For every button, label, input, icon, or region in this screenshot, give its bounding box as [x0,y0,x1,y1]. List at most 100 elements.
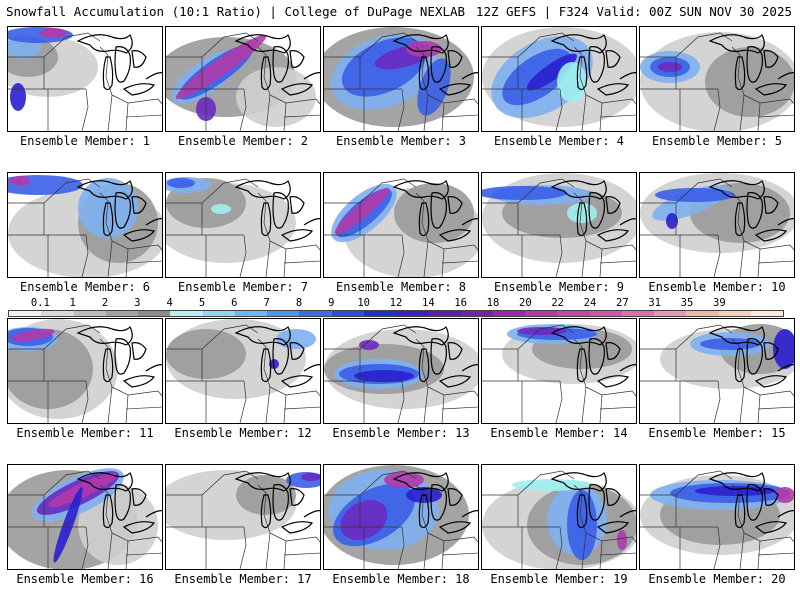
colorbar-swatch [73,311,106,316]
snowfall-map-13 [323,318,479,424]
colorbar-label: 14 [422,297,435,309]
colorbar-swatch [557,311,590,316]
colorbar-swatch [202,311,235,316]
ensemble-member-label: Ensemble Member: 4 [493,134,625,148]
ensemble-member-label: Ensemble Member: 17 [174,572,312,586]
colorbar-label: 10 [357,297,370,309]
snowfall-colorbar: 0.1 1 2 3 4 5 6 7 8 9 10 12 14 16 18 20 22 24 27 31 35 39 [8,297,784,319]
snowfall-map-14 [481,318,637,424]
ensemble-panel-11: Ensemble Member: 11 [7,318,163,446]
ensemble-panel-20: Ensemble Member: 20 [639,464,795,592]
ensemble-panel-17: Ensemble Member: 17 [165,464,321,592]
ensemble-panel-16: Ensemble Member: 16 [7,464,163,592]
ensemble-member-label: Ensemble Member: 10 [648,280,786,294]
ensemble-panel-19: Ensemble Member: 19 [481,464,637,592]
colorbar-swatch [138,311,171,316]
colorbar-swatch [750,311,783,316]
snowfall-map-11 [7,318,163,424]
ensemble-member-label: Ensemble Member: 1 [19,134,151,148]
ensemble-panel-2: Ensemble Member: 2 [165,26,321,154]
model-run-info: 12Z GEFS | F324 Valid: 00Z SUN NOV 30 20… [475,4,792,19]
snowfall-map-2 [165,26,321,132]
colorbar-strip [8,310,784,317]
snowfall-map-3 [323,26,479,132]
ensemble-panel-7: Ensemble Member: 7 [165,172,321,300]
ensemble-member-label: Ensemble Member: 16 [16,572,154,586]
colorbar-swatch [492,311,525,316]
colorbar-swatch [654,311,687,316]
ensemble-member-label: Ensemble Member: 8 [335,280,467,294]
colorbar-label: 0.1 [30,297,50,309]
map-title: Snowfall Accumulation (10:1 Ratio) | Col… [6,4,466,19]
colorbar-swatch [234,311,267,316]
ensemble-panel-15: Ensemble Member: 15 [639,318,795,446]
colorbar-label: 18 [486,297,500,309]
colorbar-swatch [718,311,751,316]
ensemble-panel-14: Ensemble Member: 14 [481,318,637,446]
snowfall-map-9 [481,172,637,278]
colorbar-swatch [621,311,654,316]
ensemble-member-label: Ensemble Member: 7 [177,280,309,294]
ensemble-member-label: Ensemble Member: 3 [335,134,467,148]
colorbar-swatch [9,311,42,316]
ensemble-member-label: Ensemble Member: 6 [19,280,151,294]
snowfall-map-5 [639,26,795,132]
ensemble-panel-10: Ensemble Member: 10 [639,172,795,300]
colorbar-label: 22 [551,297,564,309]
ensemble-panel-9: Ensemble Member: 9 [481,172,637,300]
snowfall-map-4 [481,26,637,132]
ensemble-panel-12: Ensemble Member: 12 [165,318,321,446]
ensemble-panel-3: Ensemble Member: 3 [323,26,479,154]
snowfall-map-7 [165,172,321,278]
ensemble-member-label: Ensemble Member: 14 [490,426,628,440]
colorbar-label: 6 [231,297,238,309]
snowfall-map-12 [165,318,321,424]
colorbar-swatch [363,311,396,316]
colorbar-label: 20 [519,297,532,309]
snowfall-map-18 [323,464,479,570]
ensemble-member-label: Ensemble Member: 15 [648,426,786,440]
ensemble-member-label: Ensemble Member: 20 [648,572,786,586]
ensemble-member-label: Ensemble Member: 13 [332,426,470,440]
colorbar-label: 4 [166,297,173,309]
colorbar-label: 8 [295,297,303,309]
colorbar-label: 5 [198,297,206,309]
colorbar-swatch [331,311,364,316]
colorbar-swatch [525,311,558,316]
ensemble-panel-5: Ensemble Member: 5 [639,26,795,154]
ensemble-member-label: Ensemble Member: 18 [332,572,470,586]
ensemble-member-label: Ensemble Member: 2 [177,134,309,148]
snowfall-map-19 [481,464,637,570]
snowfall-map-10 [639,172,795,278]
colorbar-label: 1 [69,297,76,309]
snowfall-map-16 [7,464,163,570]
ensemble-member-label: Ensemble Member: 19 [490,572,628,586]
colorbar-swatch [299,311,332,316]
colorbar-swatch [686,311,719,316]
colorbar-swatch [428,311,461,316]
ensemble-panel-8: Ensemble Member: 8 [323,172,479,300]
colorbar-swatch [396,311,429,316]
ensemble-member-label: Ensemble Member: 9 [493,280,625,294]
snowfall-map-1 [7,26,163,132]
snowfall-map-6 [7,172,163,278]
snowfall-map-20 [639,464,795,570]
colorbar-label: 31 [648,297,661,309]
ensemble-panel-6: Ensemble Member: 6 [7,172,163,300]
snowfall-map-15 [639,318,795,424]
snowfall-map-8 [323,172,479,278]
colorbar-label: 2 [101,297,109,309]
colorbar-label: 7 [263,297,270,309]
colorbar-label: 3 [134,297,141,309]
ensemble-panel-4: Ensemble Member: 4 [481,26,637,154]
colorbar-label: 12 [389,297,403,309]
colorbar-swatch [41,311,74,316]
colorbar-label: 39 [713,297,726,309]
colorbar-label: 24 [583,297,597,309]
colorbar-label: 27 [616,297,629,309]
ensemble-panel-1: Ensemble Member: 1 [7,26,163,154]
snowfall-map-17 [165,464,321,570]
ensemble-member-label: Ensemble Member: 5 [651,134,783,148]
ensemble-panel-13: Ensemble Member: 13 [323,318,479,446]
colorbar-swatch [267,311,300,316]
